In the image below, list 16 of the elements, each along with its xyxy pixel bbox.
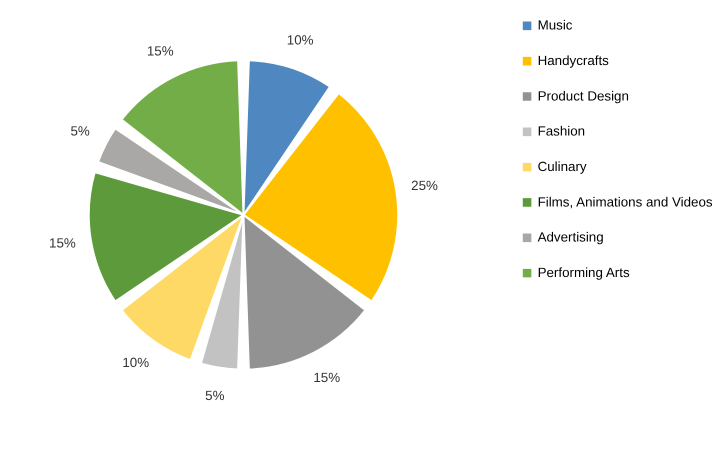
legend-label: Handycrafts — [538, 52, 610, 68]
data-label: 5% — [205, 388, 225, 403]
data-label: 15% — [313, 370, 340, 386]
legend-label: Performing Arts — [538, 264, 630, 280]
legend-label: Fashion — [538, 124, 586, 139]
legend-label: Advertising — [538, 230, 604, 245]
legend-label: Product Design — [538, 88, 629, 104]
data-label: 15% — [49, 235, 76, 250]
data-label: 15% — [146, 43, 174, 58]
legend-label: Films, Animations and Videos — [538, 194, 713, 210]
data-label: 25% — [411, 178, 438, 194]
data-label: 5% — [70, 123, 90, 138]
legend-label: Music — [538, 18, 573, 33]
data-label: 10% — [286, 32, 314, 48]
data-label: 10% — [122, 355, 150, 370]
legend-label: Culinary — [538, 158, 587, 174]
